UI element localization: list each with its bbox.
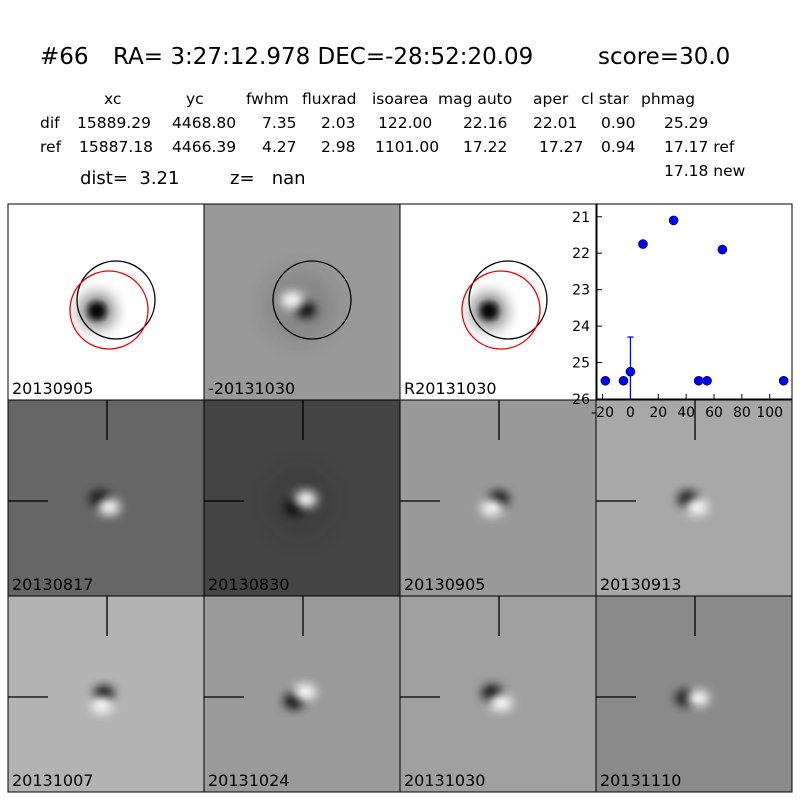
- table-cell: 4466.39: [172, 138, 236, 156]
- column-header: fwhm: [246, 90, 289, 108]
- distance: dist= 3.21: [80, 168, 179, 189]
- source-core: [484, 306, 494, 316]
- stamp: 20130830: [203, 399, 401, 597]
- residual-positive: [481, 500, 503, 516]
- table-cell: ref: [40, 138, 62, 156]
- table-cell: 15889.29: [77, 114, 151, 132]
- stamp: R20131030: [399, 203, 597, 401]
- x-tick-label: 60: [705, 405, 723, 421]
- stamp: 20130913: [595, 399, 793, 597]
- column-header: cl star: [581, 90, 629, 108]
- point: [618, 375, 629, 386]
- table-cell: 122.00: [378, 114, 432, 132]
- column-header: fluxrad: [302, 90, 356, 108]
- stamp-label: 20131030: [404, 771, 485, 790]
- stamp-label: 20130905: [12, 379, 93, 398]
- table-cell: 15887.18: [79, 138, 153, 156]
- stamp-label: 20130905: [404, 575, 485, 594]
- y-tick-label: 22: [572, 246, 590, 262]
- x-tick-label: 20: [649, 405, 667, 421]
- table-cell: 25.29: [664, 114, 708, 132]
- point: [717, 244, 728, 255]
- residual-positive: [98, 499, 120, 515]
- source-core: [92, 306, 102, 316]
- aperture-red: [69, 270, 149, 350]
- table-cell: 17.22: [463, 138, 507, 156]
- table-cell: 22.01: [533, 114, 577, 132]
- y-tick-label: 21: [572, 210, 590, 226]
- y-tick-label: 26: [572, 392, 590, 408]
- x-tick-label: 80: [733, 405, 751, 421]
- stamp-label: 20131024: [208, 771, 289, 790]
- table-cell: 4468.80: [172, 114, 236, 132]
- stamp-label: 20131007: [12, 771, 93, 790]
- x-tick-label: -20: [591, 405, 614, 421]
- residual-positive: [294, 684, 316, 700]
- residual-positive: [687, 690, 709, 706]
- residual-positive: [281, 292, 303, 308]
- x-tick-label: 0: [626, 405, 635, 421]
- table-cell: dif: [40, 114, 60, 132]
- table-cell: 17.27: [539, 138, 583, 156]
- stamp: 20130817: [7, 399, 205, 597]
- stamp-label: -20131030: [208, 379, 295, 398]
- stamp: 20131024: [203, 595, 401, 793]
- table-cell: 7.35: [262, 114, 297, 132]
- aperture-red: [461, 270, 541, 350]
- table-cell: 0.90: [601, 114, 636, 132]
- point: [693, 375, 704, 386]
- table-cell: 2.98: [321, 138, 356, 156]
- score: score=30.0: [598, 44, 730, 70]
- table-cell: 17.17 ref: [664, 138, 735, 156]
- stamp: 20130905: [399, 399, 597, 597]
- point: [625, 366, 636, 377]
- residual-positive: [686, 499, 708, 515]
- aperture-black: [272, 260, 352, 340]
- column-header: yc: [186, 90, 204, 108]
- phmag-new: 17.18 new: [664, 162, 746, 180]
- column-header: isoarea: [372, 90, 428, 108]
- stamp: 20131030: [399, 595, 597, 793]
- stamp-label: 20131110: [600, 771, 681, 790]
- coordinates: RA= 3:27:12.978 DEC=-28:52:20.09: [113, 44, 533, 70]
- y-tick-label: 25: [572, 356, 590, 372]
- residual-positive: [91, 697, 113, 713]
- point: [702, 375, 712, 386]
- stamp: 20131007: [7, 595, 205, 793]
- column-header: mag auto: [438, 90, 512, 108]
- z-value: z= nan: [230, 168, 306, 189]
- table-cell: 22.16: [463, 114, 507, 132]
- point: [638, 239, 648, 249]
- plot-area: [596, 203, 793, 400]
- y-tick-label: 24: [572, 319, 590, 335]
- y-tick-label: 23: [572, 283, 590, 299]
- point: [600, 375, 611, 386]
- object-id: #66: [40, 44, 89, 70]
- residual-positive: [490, 695, 512, 711]
- table-cell: 1101.00: [375, 138, 439, 156]
- stamp: 20131110: [595, 595, 793, 793]
- aperture-black: [468, 260, 548, 340]
- stamp-label: 20130817: [12, 575, 93, 594]
- x-tick-label: 40: [677, 405, 695, 421]
- table-cell: 0.94: [601, 138, 636, 156]
- column-header: aper: [533, 90, 569, 108]
- x-tick-label: 100: [756, 405, 783, 421]
- table-cell: 4.27: [262, 138, 297, 156]
- stamp-label: 20130913: [600, 575, 681, 594]
- stamp-label: R20131030: [404, 379, 497, 398]
- column-header: phmag: [641, 90, 695, 108]
- residual-positive: [295, 491, 317, 507]
- aperture-black: [76, 260, 156, 340]
- halo-ring: [269, 471, 331, 533]
- stamp: -20131030: [203, 203, 401, 401]
- point: [778, 375, 789, 386]
- stamp: 20130905: [7, 203, 205, 401]
- stamp-label: 20130830: [208, 575, 289, 594]
- column-header: xc: [104, 90, 121, 108]
- point: [668, 215, 679, 226]
- table-cell: 2.03: [321, 114, 356, 132]
- residual-negative: [296, 302, 316, 318]
